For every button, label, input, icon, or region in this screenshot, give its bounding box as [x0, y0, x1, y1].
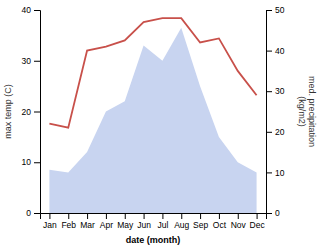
- tick: 20: [22, 107, 40, 117]
- x-axis: Jan Feb Mar Apr MayJun Jul Aug Sep Oct NovDec: [41, 213, 267, 230]
- tick: 10: [266, 168, 285, 178]
- tick-label: 40: [22, 5, 32, 15]
- tick: 0: [26, 208, 40, 218]
- tick-mark: [34, 162, 40, 163]
- tick-label: Dec: [250, 220, 266, 230]
- y2-axis-title: med. precipitation(kg/m2): [297, 76, 317, 147]
- tick: Feb: [61, 213, 76, 230]
- tick-label: 30: [22, 56, 32, 66]
- tick-mark: [68, 213, 69, 219]
- tick: May: [117, 213, 134, 230]
- tick: Mar: [80, 213, 95, 230]
- area: [49, 28, 256, 213]
- tick: Nov: [231, 213, 247, 230]
- tick-mark: [238, 213, 239, 219]
- tick: Aug: [174, 213, 189, 230]
- tick-label: 0: [275, 208, 280, 218]
- y-axis: 0 10 20 30 40: [22, 5, 41, 218]
- tick-mark: [266, 51, 272, 52]
- tick-mark: [266, 213, 272, 214]
- tick-mark: [257, 213, 258, 219]
- tick-mark: [144, 213, 145, 219]
- tick: 10: [22, 157, 40, 167]
- tick-label: Jun: [137, 220, 151, 230]
- axis-domain: [41, 214, 267, 220]
- tick: Jul: [157, 213, 168, 230]
- tick-label: Apr: [100, 220, 113, 230]
- marks: [49, 18, 256, 213]
- chart: Jan Feb Mar Apr MayJun Jul Aug Sep Oct NovDec 0 10 2…: [0, 0, 318, 247]
- tick-label: 20: [275, 127, 285, 137]
- tick-label: 30: [275, 86, 285, 96]
- tick: 20: [266, 127, 285, 137]
- tick-label: 20: [22, 107, 32, 117]
- chart-container: Jan Feb Mar Apr MayJun Jul Aug Sep Oct NovDec 0 10 2…: [0, 0, 318, 247]
- tick-mark: [106, 213, 107, 219]
- tick-label: Sep: [193, 220, 208, 230]
- axis-domain: [34, 11, 41, 214]
- tick-label: Oct: [213, 220, 227, 230]
- tick-mark: [266, 132, 272, 133]
- tick-label: Feb: [61, 220, 76, 230]
- line: [49, 18, 256, 128]
- tick-mark: [266, 91, 272, 92]
- tick-label: May: [117, 220, 134, 230]
- tick: Oct: [213, 213, 227, 230]
- tick-label: 40: [275, 46, 285, 56]
- tick: 50: [266, 5, 285, 15]
- plot-area: Jan Feb Mar Apr MayJun Jul Aug Sep Oct NovDec 0 10 2…: [3, 5, 317, 245]
- tick-mark: [200, 213, 201, 219]
- tick-label: Aug: [174, 220, 189, 230]
- tick: 0: [266, 208, 280, 218]
- y-axis-title: max temp (C): [3, 84, 13, 139]
- tick: 40: [22, 5, 40, 15]
- tick-mark: [34, 112, 40, 113]
- tick-label: Nov: [231, 220, 247, 230]
- tick: 40: [266, 46, 285, 56]
- tick: Apr: [100, 213, 113, 230]
- y2-axis: 0 10 20 30 40 50: [266, 5, 285, 218]
- tick-mark: [266, 172, 272, 173]
- tick-mark: [125, 213, 126, 219]
- tick-mark: [34, 10, 40, 11]
- tick-label: 50: [275, 5, 285, 15]
- tick-label: Jan: [43, 220, 57, 230]
- tick: Dec: [250, 213, 266, 230]
- tick-label: 10: [275, 168, 285, 178]
- tick-mark: [87, 213, 88, 219]
- tick-mark: [34, 213, 40, 214]
- tick-label: 10: [22, 157, 32, 167]
- tick-label: Jul: [157, 220, 168, 230]
- tick: Sep: [193, 213, 208, 230]
- axis-domain: [267, 11, 273, 214]
- tick-mark: [162, 213, 163, 219]
- tick-mark: [49, 213, 50, 219]
- tick-mark: [34, 61, 40, 62]
- tick: Jan: [43, 213, 57, 230]
- title-line: (kg/m2): [297, 96, 307, 127]
- x-axis-title: date (month): [126, 235, 181, 245]
- tick-label: Mar: [80, 220, 95, 230]
- title-line: med. precipitation: [307, 76, 317, 147]
- tick-mark: [266, 10, 272, 11]
- tick: Jun: [137, 213, 151, 230]
- tick: 30: [22, 56, 40, 66]
- tick-mark: [219, 213, 220, 219]
- tick-mark: [181, 213, 182, 219]
- tick-label: 0: [26, 208, 31, 218]
- tick: 30: [266, 86, 285, 96]
